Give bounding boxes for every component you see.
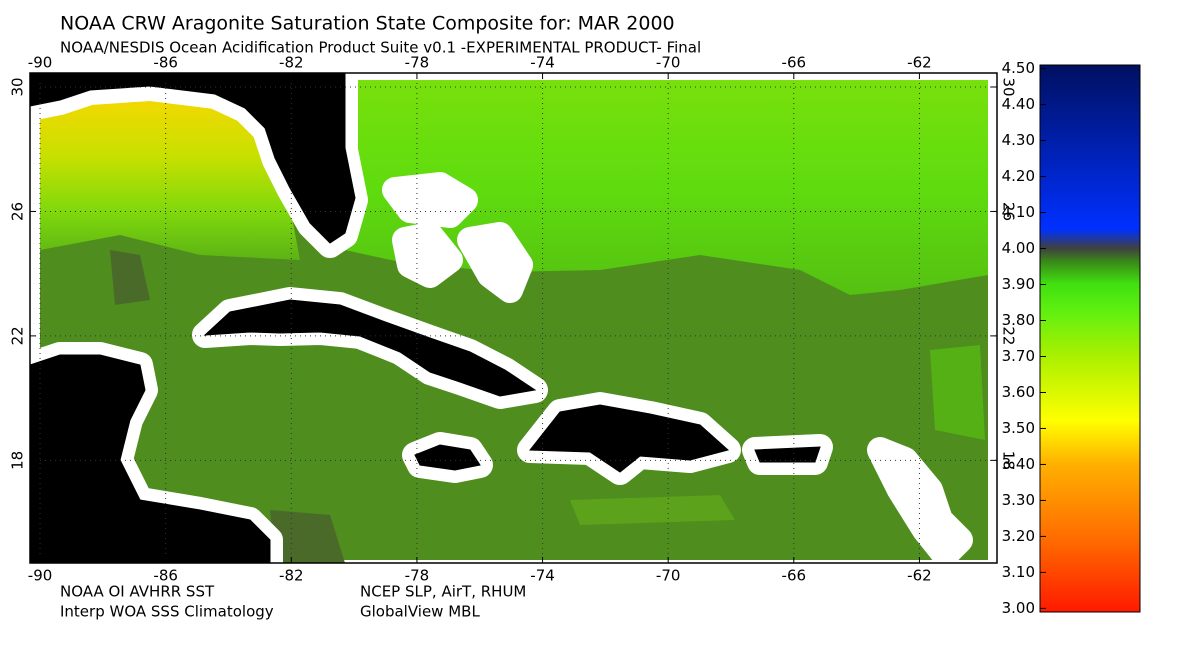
colorbar-label: 3.50 — [1002, 419, 1035, 437]
lat-tick-label: 18 — [1000, 451, 1018, 470]
colorbar-label: 3.30 — [1002, 491, 1035, 509]
lat-tick-label: 22 — [1000, 326, 1018, 345]
lon-tick-label: -66 — [782, 54, 807, 72]
colorbar-label: 3.10 — [1002, 563, 1035, 581]
colorbar-label: 3.40 — [1002, 455, 1035, 473]
colorbar-label: 3.60 — [1002, 383, 1035, 401]
lat-tick-label: 30 — [9, 77, 27, 96]
footer-text: Interp WOA SSS Climatology — [60, 603, 274, 621]
lon-tick-label: -70 — [656, 54, 681, 72]
ocean-patch — [270, 510, 345, 563]
lon-tick-label: -62 — [907, 567, 932, 585]
colorbar — [1039, 64, 1141, 613]
lon-tick-label: -90 — [28, 54, 53, 72]
ocean-patch — [570, 495, 735, 525]
colorbar-label: 4.20 — [1002, 167, 1035, 185]
lon-tick-label: -74 — [530, 567, 555, 585]
lat-tick-label: 26 — [1000, 202, 1018, 221]
colorbar-label: 3.20 — [1002, 527, 1035, 545]
colorbar-label: 4.00 — [1002, 239, 1035, 257]
lon-tick-label: -78 — [405, 54, 430, 72]
lat-tick-label: 26 — [9, 202, 27, 221]
footer-text: NCEP SLP, AirT, RHUM — [360, 583, 526, 601]
lon-tick-label: -78 — [405, 567, 430, 585]
title: NOAA CRW Aragonite Saturation State Comp… — [60, 13, 675, 35]
ocean-gulf — [40, 100, 300, 260]
ocean-patch — [930, 345, 985, 440]
map-field — [30, 73, 997, 563]
lat-tick-label: 30 — [1000, 77, 1018, 96]
ocean-patch — [110, 250, 150, 305]
lon-tick-label: -86 — [153, 54, 178, 72]
lon-tick-label: -90 — [28, 567, 53, 585]
footer-text: NOAA OI AVHRR SST — [60, 583, 215, 601]
lon-tick-label: -66 — [782, 567, 807, 585]
colorbar-label: 4.40 — [1002, 95, 1035, 113]
lat-tick-label: 18 — [9, 451, 27, 470]
lon-tick-label: -70 — [656, 567, 681, 585]
lon-tick-label: -82 — [279, 54, 304, 72]
colorbar-label: 4.30 — [1002, 131, 1035, 149]
lon-tick-label: -86 — [153, 567, 178, 585]
lon-tick-label: -74 — [530, 54, 555, 72]
colorbar-label: 3.70 — [1002, 347, 1035, 365]
lat-tick-label: 22 — [9, 326, 27, 345]
colorbar-label: 4.10 — [1002, 203, 1035, 221]
colorbar-label: 3.00 — [1002, 599, 1035, 617]
lon-tick-label: -82 — [279, 567, 304, 585]
colorbar-label: 3.90 — [1002, 275, 1035, 293]
land — [30, 73, 821, 563]
colorbar-label: 3.80 — [1002, 311, 1035, 329]
lon-tick-label: -62 — [907, 54, 932, 72]
footer-text: GlobalView MBL — [360, 603, 480, 621]
map-frame — [29, 72, 998, 564]
colorbar-label: 4.50 — [1002, 59, 1035, 77]
subtitle: NOAA/NESDIS Ocean Acidification Product … — [60, 39, 701, 57]
